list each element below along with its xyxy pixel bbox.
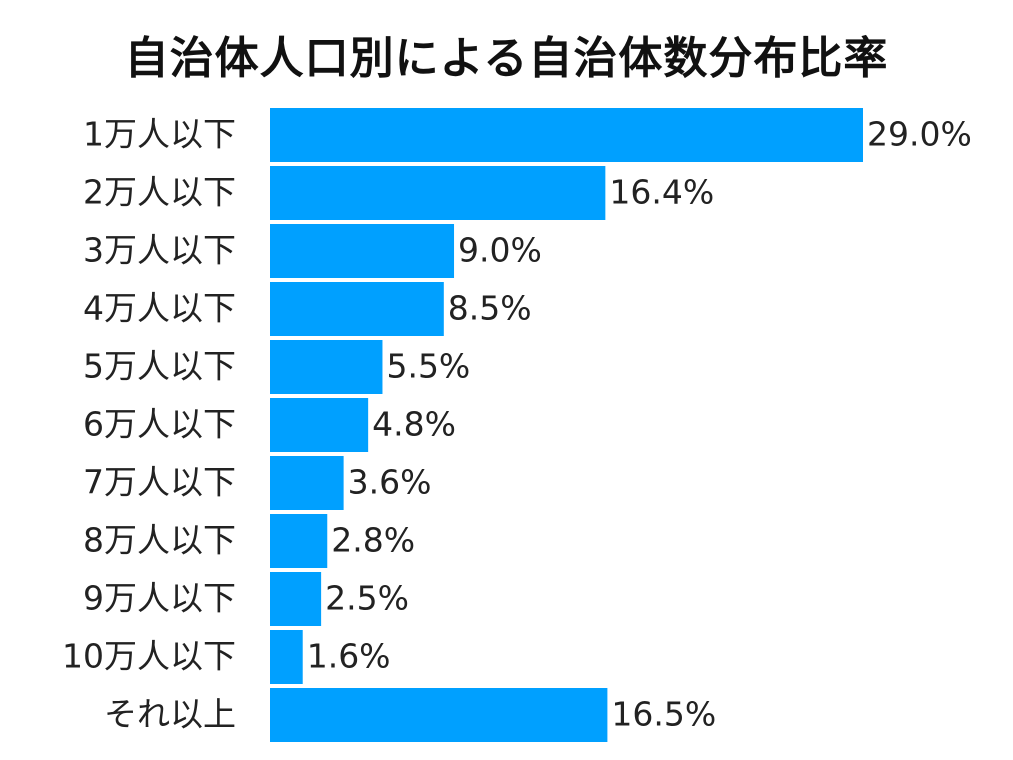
value-label-2: 16.4%: [609, 173, 714, 212]
category-label-5: 5万人以下: [83, 347, 236, 386]
category-labels: 1万人以下 2万人以下 3万人以下 4万人以下 5万人以下 6万人以下 7万人以下 8万人以下…: [62, 115, 236, 734]
category-label-10: 10万人以下: [62, 637, 236, 676]
bar-10: [270, 630, 303, 684]
category-label-1: 1万人以下: [83, 115, 236, 154]
category-label-9: 9万人以下: [83, 579, 236, 618]
bar-2: [270, 166, 606, 220]
value-label-9: 2.5%: [325, 579, 409, 618]
category-label-6: 6万人以下: [83, 405, 236, 444]
value-label-6: 4.8%: [372, 405, 456, 444]
category-label-11: それ以上: [104, 695, 236, 734]
bar-6: [270, 398, 369, 452]
bar-1: [270, 108, 863, 162]
value-label-4: 8.5%: [448, 289, 532, 328]
bar-5: [270, 340, 383, 394]
bar-11: [270, 688, 608, 742]
bar-7: [270, 456, 344, 510]
category-label-3: 3万人以下: [83, 231, 236, 270]
category-label-7: 7万人以下: [83, 463, 236, 502]
value-labels: 29.0% 16.4% 9.0% 8.5% 5.5% 4.8% 3.6% 2.8% 2.5% 1.…: [307, 115, 972, 734]
bar-4: [270, 282, 444, 336]
category-label-2: 2万人以下: [83, 173, 236, 212]
category-label-4: 4万人以下: [83, 289, 236, 328]
value-label-1: 29.0%: [867, 115, 972, 154]
value-label-5: 5.5%: [386, 347, 470, 386]
category-label-8: 8万人以下: [83, 521, 236, 560]
value-label-11: 16.5%: [611, 695, 716, 734]
bar-9: [270, 572, 322, 626]
value-label-3: 9.0%: [458, 231, 542, 270]
value-label-10: 1.6%: [307, 637, 391, 676]
bars-layer: [270, 108, 863, 742]
value-label-7: 3.6%: [348, 463, 432, 502]
bar-3: [270, 224, 455, 278]
value-label-8: 2.8%: [331, 521, 415, 560]
chart-title: 自治体人口別による自治体数分布比率: [124, 33, 889, 84]
bar-8: [270, 514, 328, 568]
